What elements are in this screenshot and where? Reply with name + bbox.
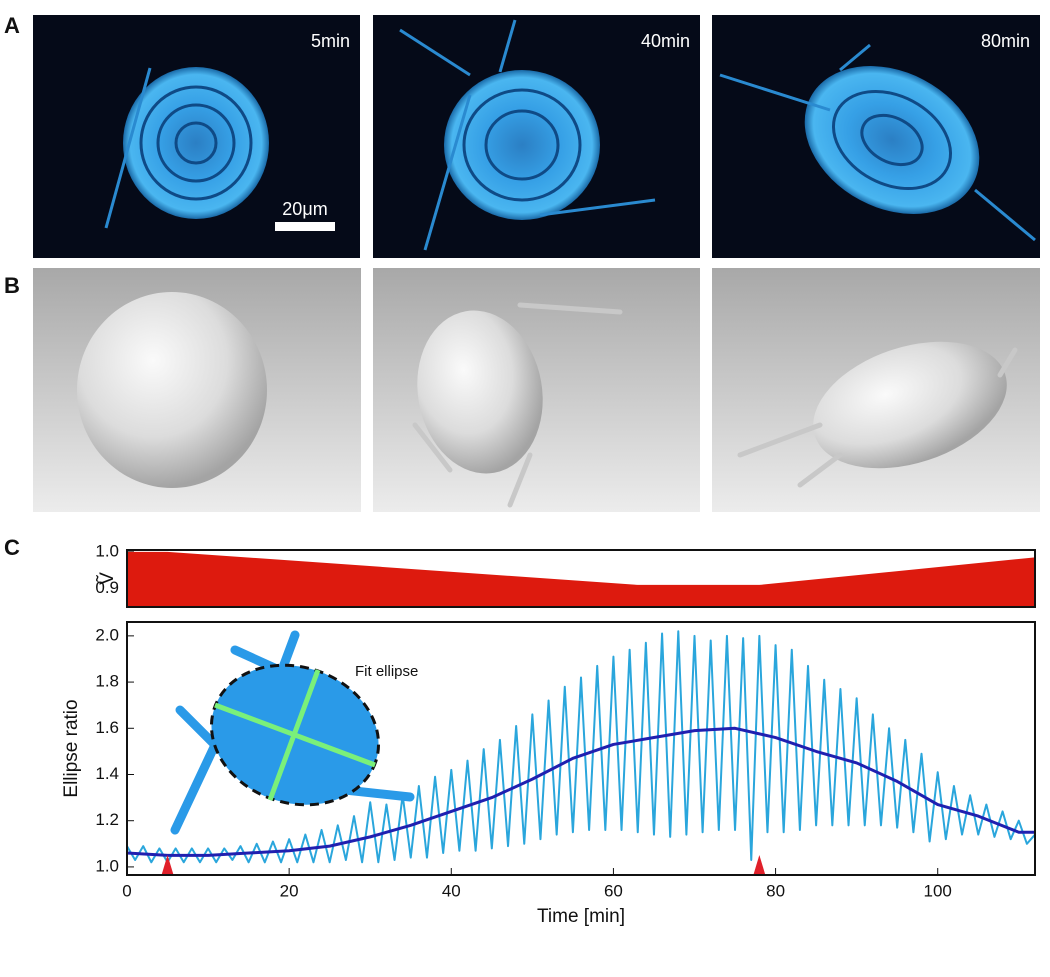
y-tick-label: 1.6 — [95, 718, 119, 737]
x-tick-label: 100 — [924, 881, 952, 900]
x-tick-label: 60 — [604, 881, 623, 900]
microscopy-images — [33, 15, 1040, 258]
y-tick-label: 1.8 — [95, 672, 119, 691]
rendered-shapes — [33, 268, 1040, 512]
line — [126, 726, 1035, 857]
panel-label: C — [4, 535, 20, 560]
y-tick-label: 1.0 — [95, 856, 119, 875]
panel-label: B — [4, 273, 20, 298]
marker — [161, 855, 174, 875]
x-tick-label: 0 — [122, 881, 131, 900]
y-tick-label: 1.0 — [95, 541, 119, 560]
area — [127, 551, 1035, 607]
y-tick-label: 1.2 — [95, 810, 119, 829]
panel-label: A — [4, 13, 20, 38]
y-axis-label: Ṽ — [96, 572, 118, 585]
plot-frame — [126, 549, 1036, 608]
x-tick-label: 20 — [280, 881, 299, 900]
time-label: 80min — [981, 31, 1030, 51]
y-tick-label: 0.9 — [95, 578, 119, 597]
scale-bar-label: 20μm — [282, 199, 327, 219]
x-tick-label: 80 — [766, 881, 785, 900]
annotation: Fit ellipse — [355, 663, 418, 680]
marker — [753, 855, 766, 875]
y-axis-label: Ellipse ratio — [61, 699, 82, 797]
scale-bar — [275, 222, 335, 231]
plot-frame — [126, 621, 1036, 876]
y-tick-label: 2.0 — [95, 625, 119, 644]
x-axis-label: Time [min] — [537, 906, 625, 927]
time-label: 5min — [311, 31, 350, 51]
inset-ellipse — [170, 630, 415, 835]
line — [126, 630, 1036, 864]
x-tick-label: 40 — [442, 881, 461, 900]
time-label: 40min — [641, 31, 690, 51]
y-tick-label: 1.4 — [95, 764, 119, 783]
